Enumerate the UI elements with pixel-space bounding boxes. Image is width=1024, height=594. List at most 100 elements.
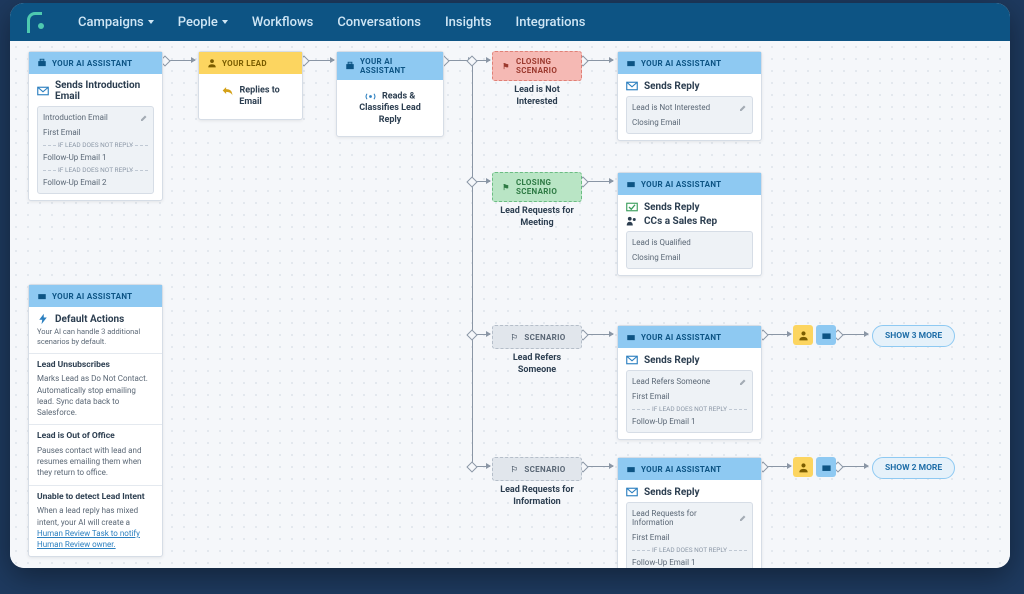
email-item[interactable]: Lead Requests for Information: [632, 506, 747, 530]
header-label: YOUR LEAD: [222, 59, 267, 68]
show-more-button[interactable]: SHOW 2 MORE: [872, 457, 955, 479]
reply-icon: [221, 84, 233, 96]
connector-arrow: [583, 181, 613, 182]
nav-people[interactable]: People: [166, 15, 240, 30]
connector-arrow: [583, 60, 613, 61]
connector-arrow: [472, 181, 490, 182]
flag-icon: ⚐: [508, 463, 520, 475]
scenario-label: Lead Requests for Information: [492, 481, 582, 512]
email-item[interactable]: Introduction Email: [43, 110, 148, 125]
scenario-not-interested[interactable]: ⚑ CLOSING SCENARIO Lead is Not Intereste…: [492, 51, 582, 112]
card-header: YOUR LEAD: [199, 52, 302, 74]
nav-campaigns[interactable]: Campaigns: [66, 15, 166, 30]
connector-arrow: [838, 334, 868, 335]
scenario-refers[interactable]: ⚐ SCENARIO Lead Refers Someone: [492, 325, 582, 380]
nav-label: People: [178, 15, 218, 30]
card-classify[interactable]: YOUR AI ASSISTANT Reads & Classifies Lea…: [336, 51, 444, 137]
card-header: ⚐ SCENARIO: [492, 325, 582, 349]
check-envelope-icon: [626, 201, 638, 213]
card-header: YOUR AI ASSISTANT: [337, 52, 443, 80]
lead-mini-icon[interactable]: [793, 457, 813, 477]
show-more-button[interactable]: SHOW 3 MORE: [872, 325, 955, 347]
email-item[interactable]: Lead is Not Interested: [632, 100, 747, 115]
nav-label: Integrations: [516, 15, 586, 30]
email-list: Introduction Email First Email IF LEAD D…: [37, 106, 154, 194]
section-link[interactable]: Human Review Task to notify Human Review…: [37, 529, 140, 549]
workflow-canvas[interactable]: YOUR AI ASSISTANT Sends Introduction Ema…: [10, 41, 1010, 568]
lead-mini-icon[interactable]: [793, 325, 813, 345]
header-label: CLOSING SCENARIO: [516, 57, 574, 75]
card-intro-email[interactable]: YOUR AI ASSISTANT Sends Introduction Ema…: [28, 51, 163, 201]
briefcase-icon: [36, 57, 48, 69]
card-reply-not-interested[interactable]: YOUR AI ASSISTANT Sends Reply Lead is No…: [617, 51, 762, 141]
email-list: Lead is Qualified Closing Email: [626, 231, 753, 269]
connector-arrow: [165, 60, 195, 61]
email-item[interactable]: Closing Email: [632, 250, 747, 265]
section-text: Marks Lead as Do Not Contact. Automatica…: [37, 374, 148, 417]
email-item[interactable]: Lead is Qualified: [632, 235, 747, 250]
nav-label: Insights: [445, 15, 492, 30]
envelope-icon: [37, 85, 49, 97]
nav-insights[interactable]: Insights: [433, 15, 504, 30]
briefcase-icon: [625, 331, 637, 343]
card-title: Sends Introduction Email: [37, 80, 154, 102]
connector-line: [472, 60, 473, 466]
card-your-lead[interactable]: YOUR LEAD Replies to Email: [198, 51, 303, 120]
email-item[interactable]: First Email: [632, 389, 747, 404]
scenario-meeting[interactable]: ⚑ CLOSING SCENARIO Lead Requests for Mee…: [492, 172, 582, 233]
card-reply-meeting[interactable]: YOUR AI ASSISTANT Sends Reply CCs a Sale…: [617, 172, 762, 276]
card-header: YOUR AI ASSISTANT: [618, 326, 761, 348]
scenario-info[interactable]: ⚐ SCENARIO Lead Requests for Information: [492, 457, 582, 512]
connector-arrow: [472, 334, 490, 335]
chevron-down-icon: [222, 20, 228, 24]
card-title: Default Actions: [37, 313, 154, 325]
chevron-down-icon: [148, 20, 154, 24]
card-reply-info[interactable]: YOUR AI ASSISTANT Sends Reply Lead Reque…: [617, 457, 762, 568]
scenario-label: Lead Requests for Meeting: [492, 202, 582, 233]
card-subtitle: Your AI can handle 3 additional scenario…: [37, 327, 154, 347]
flag-icon: ⚑: [500, 60, 512, 72]
flag-icon: ⚑: [500, 181, 512, 193]
nav-workflows[interactable]: Workflows: [240, 15, 325, 30]
card-title: Sends Reply: [626, 486, 753, 498]
email-item[interactable]: Closing Email: [632, 115, 747, 130]
separator-label: IF LEAD DOES NOT REPLY: [43, 165, 148, 175]
broadcast-icon: [365, 90, 377, 102]
card-default-actions[interactable]: YOUR AI ASSISTANT Default Actions Your A…: [28, 284, 163, 557]
email-item[interactable]: Follow-Up Email 2: [43, 175, 148, 190]
default-section: Lead is Out of Office Pauses contact wit…: [29, 424, 162, 484]
flag-icon: ⚐: [508, 331, 520, 343]
section-heading: Lead Unsubscribes: [37, 360, 154, 372]
edit-icon: [140, 114, 148, 122]
email-item[interactable]: Lead Refers Someone: [632, 374, 747, 389]
email-item[interactable]: Follow-Up Email 1: [632, 555, 747, 568]
envelope-icon: [626, 486, 638, 498]
nav-integrations[interactable]: Integrations: [504, 15, 598, 30]
connector-arrow: [304, 60, 334, 61]
card-header: ⚑ CLOSING SCENARIO: [492, 51, 582, 81]
briefcase-icon: [344, 60, 356, 72]
edit-icon: [739, 514, 747, 522]
header-label: YOUR AI ASSISTANT: [641, 465, 721, 474]
connector-arrow: [763, 334, 791, 335]
section-text: Pauses contact with lead and resumes ema…: [37, 446, 141, 477]
assistant-mini-icon[interactable]: [816, 325, 836, 345]
card-header: YOUR AI ASSISTANT: [618, 52, 761, 74]
card-header: YOUR AI ASSISTANT: [618, 173, 761, 195]
email-item[interactable]: First Email: [43, 125, 148, 140]
lightning-icon: [37, 313, 49, 325]
top-nav: Campaigns People Workflows Conversations…: [10, 3, 1010, 41]
nav-conversations[interactable]: Conversations: [325, 15, 433, 30]
section-text: When a lead reply has mixed intent, your…: [37, 506, 138, 526]
card-reply-refers[interactable]: YOUR AI ASSISTANT Sends Reply Lead Refer…: [617, 325, 762, 440]
header-label: YOUR AI ASSISTANT: [360, 57, 436, 75]
assistant-mini-icon[interactable]: [816, 457, 836, 477]
person-icon: [206, 57, 218, 69]
card-header: YOUR AI ASSISTANT: [29, 285, 162, 307]
email-item[interactable]: First Email: [632, 530, 747, 545]
header-label: YOUR AI ASSISTANT: [52, 59, 132, 68]
default-section: Unable to detect Lead Intent When a lead…: [29, 485, 162, 557]
email-item[interactable]: Follow-Up Email 1: [632, 414, 747, 429]
nav-label: Workflows: [252, 15, 313, 30]
email-item[interactable]: Follow-Up Email 1: [43, 150, 148, 165]
